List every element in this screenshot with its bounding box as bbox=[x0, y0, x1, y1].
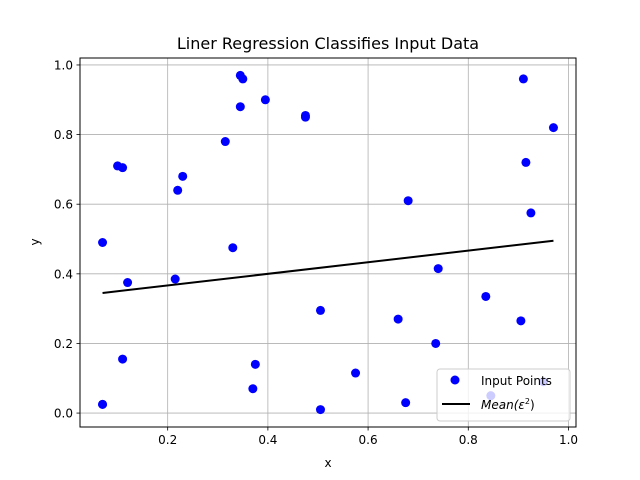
x-tick-label: 1.0 bbox=[559, 433, 578, 447]
scatter-points-layer bbox=[98, 70, 558, 415]
regression-line-layer bbox=[102, 239, 554, 294]
legend-box bbox=[436, 368, 571, 422]
scatter-point bbox=[315, 405, 325, 415]
scatter-point bbox=[228, 243, 238, 253]
x-tick-label: 0.8 bbox=[459, 433, 478, 447]
legend-label-mean-sup: 2 bbox=[525, 397, 530, 406]
plot-area-frame bbox=[79, 57, 577, 428]
y-tick-label: 0.0 bbox=[54, 407, 73, 421]
scatter-point bbox=[220, 137, 230, 147]
scatter-point bbox=[481, 291, 491, 301]
scatter-point bbox=[235, 102, 245, 112]
scatter-point bbox=[300, 112, 310, 122]
legend-marker-input-points bbox=[450, 375, 460, 385]
y-tick-label: 0.4 bbox=[54, 267, 73, 281]
legend-label-mean-main: Mean(ε bbox=[481, 398, 525, 412]
scatter-point bbox=[403, 196, 413, 206]
scatter-point bbox=[521, 157, 531, 167]
x-axis-ticks: 0.2 0.4 0.6 0.8 1.0 bbox=[158, 427, 578, 447]
scatter-point bbox=[118, 163, 128, 173]
scatter-point bbox=[516, 316, 526, 326]
y-tick-label: 0.6 bbox=[54, 198, 73, 212]
scatter-point bbox=[526, 208, 536, 218]
legend-label-input-points: Input Points bbox=[481, 374, 552, 388]
scatter-point bbox=[248, 384, 258, 394]
scatter-point bbox=[548, 123, 558, 133]
x-tick-label: 0.4 bbox=[258, 433, 277, 447]
chart-title: Liner Regression Classifies Input Data bbox=[177, 34, 479, 53]
scatter-point bbox=[351, 368, 361, 378]
scatter-point bbox=[98, 399, 108, 409]
scatter-point bbox=[173, 185, 183, 195]
scatter-point bbox=[250, 359, 260, 369]
scatter-point bbox=[393, 314, 403, 324]
y-axis-ticks: 0.0 0.2 0.4 0.6 0.8 1.0 bbox=[54, 58, 80, 421]
scatter-point bbox=[170, 274, 180, 284]
scatter-point bbox=[178, 171, 188, 181]
legend-label-mean-end: ) bbox=[530, 398, 535, 412]
scatter-point bbox=[433, 264, 443, 274]
scatter-point bbox=[118, 354, 128, 364]
x-tick-label: 0.2 bbox=[158, 433, 177, 447]
legend: Input Points Mean(ε2) bbox=[436, 368, 571, 422]
y-tick-label: 1.0 bbox=[54, 58, 73, 72]
x-axis-label: x bbox=[324, 456, 331, 470]
x-tick-label: 0.6 bbox=[359, 433, 378, 447]
y-tick-label: 0.8 bbox=[54, 128, 73, 142]
scatter-point bbox=[123, 278, 133, 288]
scatter-point bbox=[401, 398, 411, 408]
grid bbox=[80, 58, 576, 427]
scatter-point bbox=[315, 305, 325, 315]
scatter-point bbox=[431, 338, 441, 348]
scatter-point bbox=[238, 74, 248, 84]
scatter-point bbox=[260, 95, 270, 105]
scatter-point bbox=[518, 74, 528, 84]
scatter-point bbox=[98, 238, 108, 247]
legend-label-mean: Mean(ε2) bbox=[481, 397, 535, 412]
y-tick-label: 0.2 bbox=[54, 337, 73, 351]
y-axis-label: y bbox=[28, 238, 42, 245]
regression-line bbox=[102, 239, 554, 294]
